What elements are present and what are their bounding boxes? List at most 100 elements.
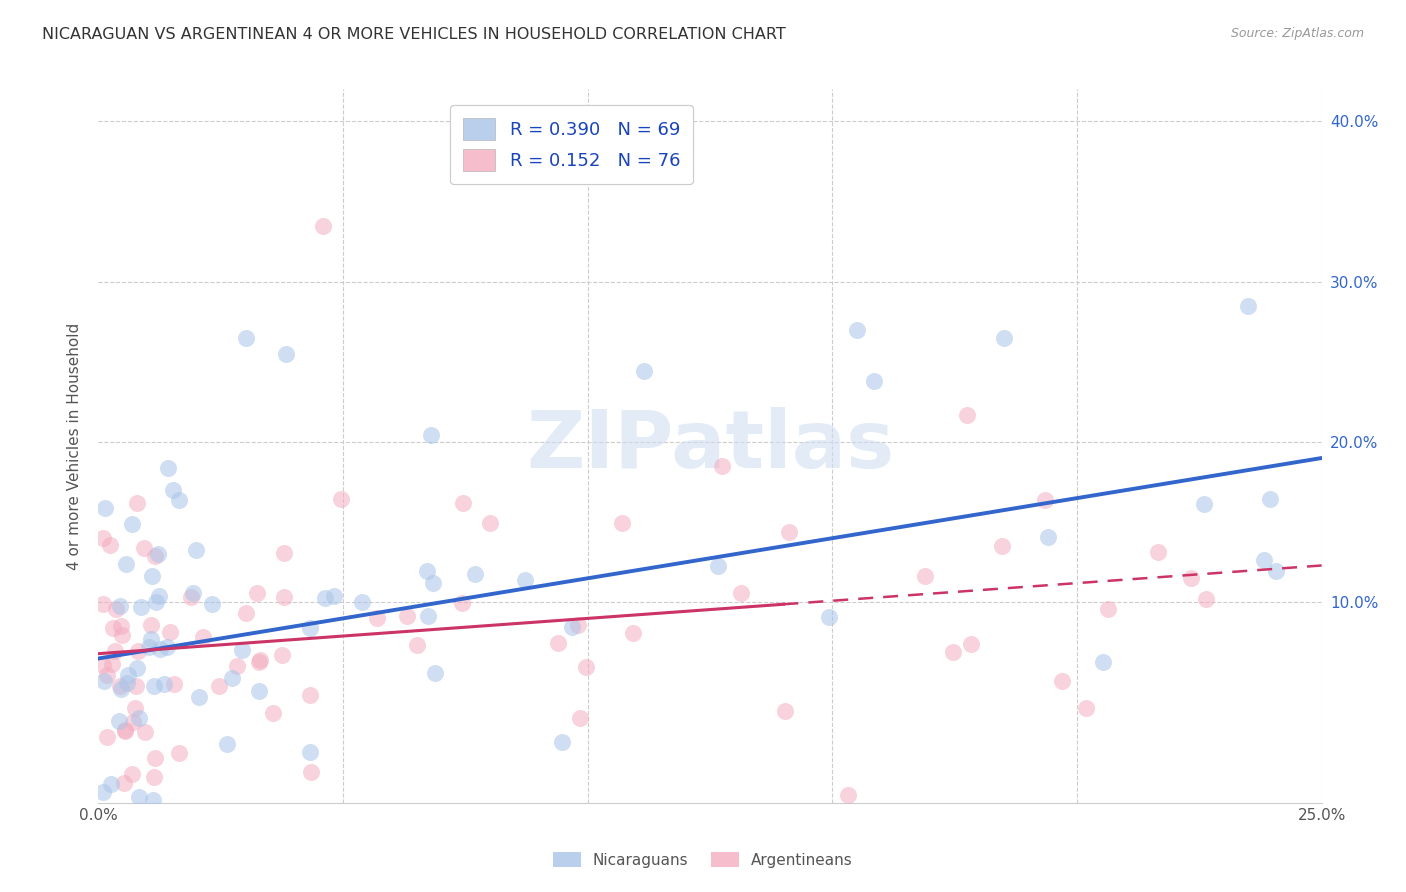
Point <box>1258 491 1281 506</box>
Point <box>157 461 180 475</box>
Point <box>121 517 143 532</box>
Point <box>143 679 166 693</box>
Point <box>711 458 734 473</box>
Point <box>273 590 295 604</box>
Point <box>1092 655 1115 669</box>
Point <box>159 625 181 640</box>
Point <box>464 567 486 582</box>
Point <box>162 483 184 498</box>
Point <box>209 833 232 847</box>
Point <box>115 676 138 690</box>
Point <box>730 586 752 600</box>
Point <box>1146 544 1168 558</box>
Point <box>561 620 583 634</box>
Point <box>134 541 156 555</box>
Point <box>298 621 321 635</box>
Point <box>773 704 796 718</box>
Point <box>249 653 271 667</box>
Point <box>1036 530 1059 544</box>
Point <box>217 737 239 751</box>
Legend: Nicaraguans, Argentineans: Nicaraguans, Argentineans <box>546 844 860 875</box>
Y-axis label: 4 or more Vehicles in Household: 4 or more Vehicles in Household <box>66 322 82 570</box>
Point <box>201 597 224 611</box>
Point <box>247 683 270 698</box>
Point <box>231 643 253 657</box>
Point <box>91 531 114 545</box>
Point <box>146 547 169 561</box>
Point <box>942 645 965 659</box>
Point <box>152 676 174 690</box>
Text: NICARAGUAN VS ARGENTINEAN 4 OR MORE VEHICLES IN HOUSEHOLD CORRELATION CHART: NICARAGUAN VS ARGENTINEAN 4 OR MORE VEHI… <box>42 27 786 42</box>
Point <box>312 219 335 233</box>
Point <box>127 644 149 658</box>
Point <box>107 714 129 728</box>
Point <box>115 558 138 572</box>
Point <box>1264 564 1286 578</box>
Point <box>574 659 596 673</box>
Point <box>104 644 127 658</box>
Point <box>143 549 166 564</box>
Point <box>567 618 589 632</box>
Point <box>249 655 271 669</box>
Point <box>270 648 292 662</box>
Point <box>352 594 374 608</box>
Point <box>125 496 148 510</box>
Point <box>114 775 136 789</box>
Point <box>91 597 114 611</box>
Point <box>453 495 475 509</box>
Point <box>141 793 163 807</box>
Point <box>193 630 215 644</box>
Point <box>863 375 886 389</box>
Point <box>633 364 655 378</box>
Point <box>395 608 418 623</box>
Point <box>707 558 730 573</box>
Point <box>184 543 207 558</box>
Point <box>914 569 936 583</box>
Point <box>991 539 1014 553</box>
Point <box>141 568 163 582</box>
Point <box>299 765 322 780</box>
Point <box>818 610 841 624</box>
Point <box>111 628 134 642</box>
Point <box>778 525 800 540</box>
Point <box>221 671 243 685</box>
Point <box>96 731 118 745</box>
Point <box>125 661 148 675</box>
Point <box>406 638 429 652</box>
Point <box>323 589 346 603</box>
Point <box>180 591 202 605</box>
Point <box>422 575 444 590</box>
Point <box>246 586 269 600</box>
Point <box>117 668 139 682</box>
Point <box>551 734 574 748</box>
Point <box>956 408 979 422</box>
Point <box>124 701 146 715</box>
Point <box>513 573 536 587</box>
Point <box>101 657 124 672</box>
Point <box>299 688 322 702</box>
Point <box>91 785 114 799</box>
Point <box>110 681 132 696</box>
Point <box>98 538 121 552</box>
Point <box>1195 592 1218 607</box>
Point <box>612 516 634 530</box>
Point <box>959 637 981 651</box>
Point <box>299 745 322 759</box>
Point <box>262 706 284 720</box>
Point <box>94 805 117 819</box>
Point <box>1253 553 1275 567</box>
Point <box>114 723 136 738</box>
Point <box>125 679 148 693</box>
Point <box>366 610 388 624</box>
Point <box>1033 493 1056 508</box>
Point <box>128 790 150 805</box>
Point <box>274 347 297 361</box>
Point <box>235 607 257 621</box>
Point <box>1076 700 1098 714</box>
Point <box>1194 497 1216 511</box>
Point <box>121 766 143 780</box>
Point <box>129 599 152 614</box>
Point <box>181 586 204 600</box>
Point <box>208 679 231 693</box>
Point <box>101 621 124 635</box>
